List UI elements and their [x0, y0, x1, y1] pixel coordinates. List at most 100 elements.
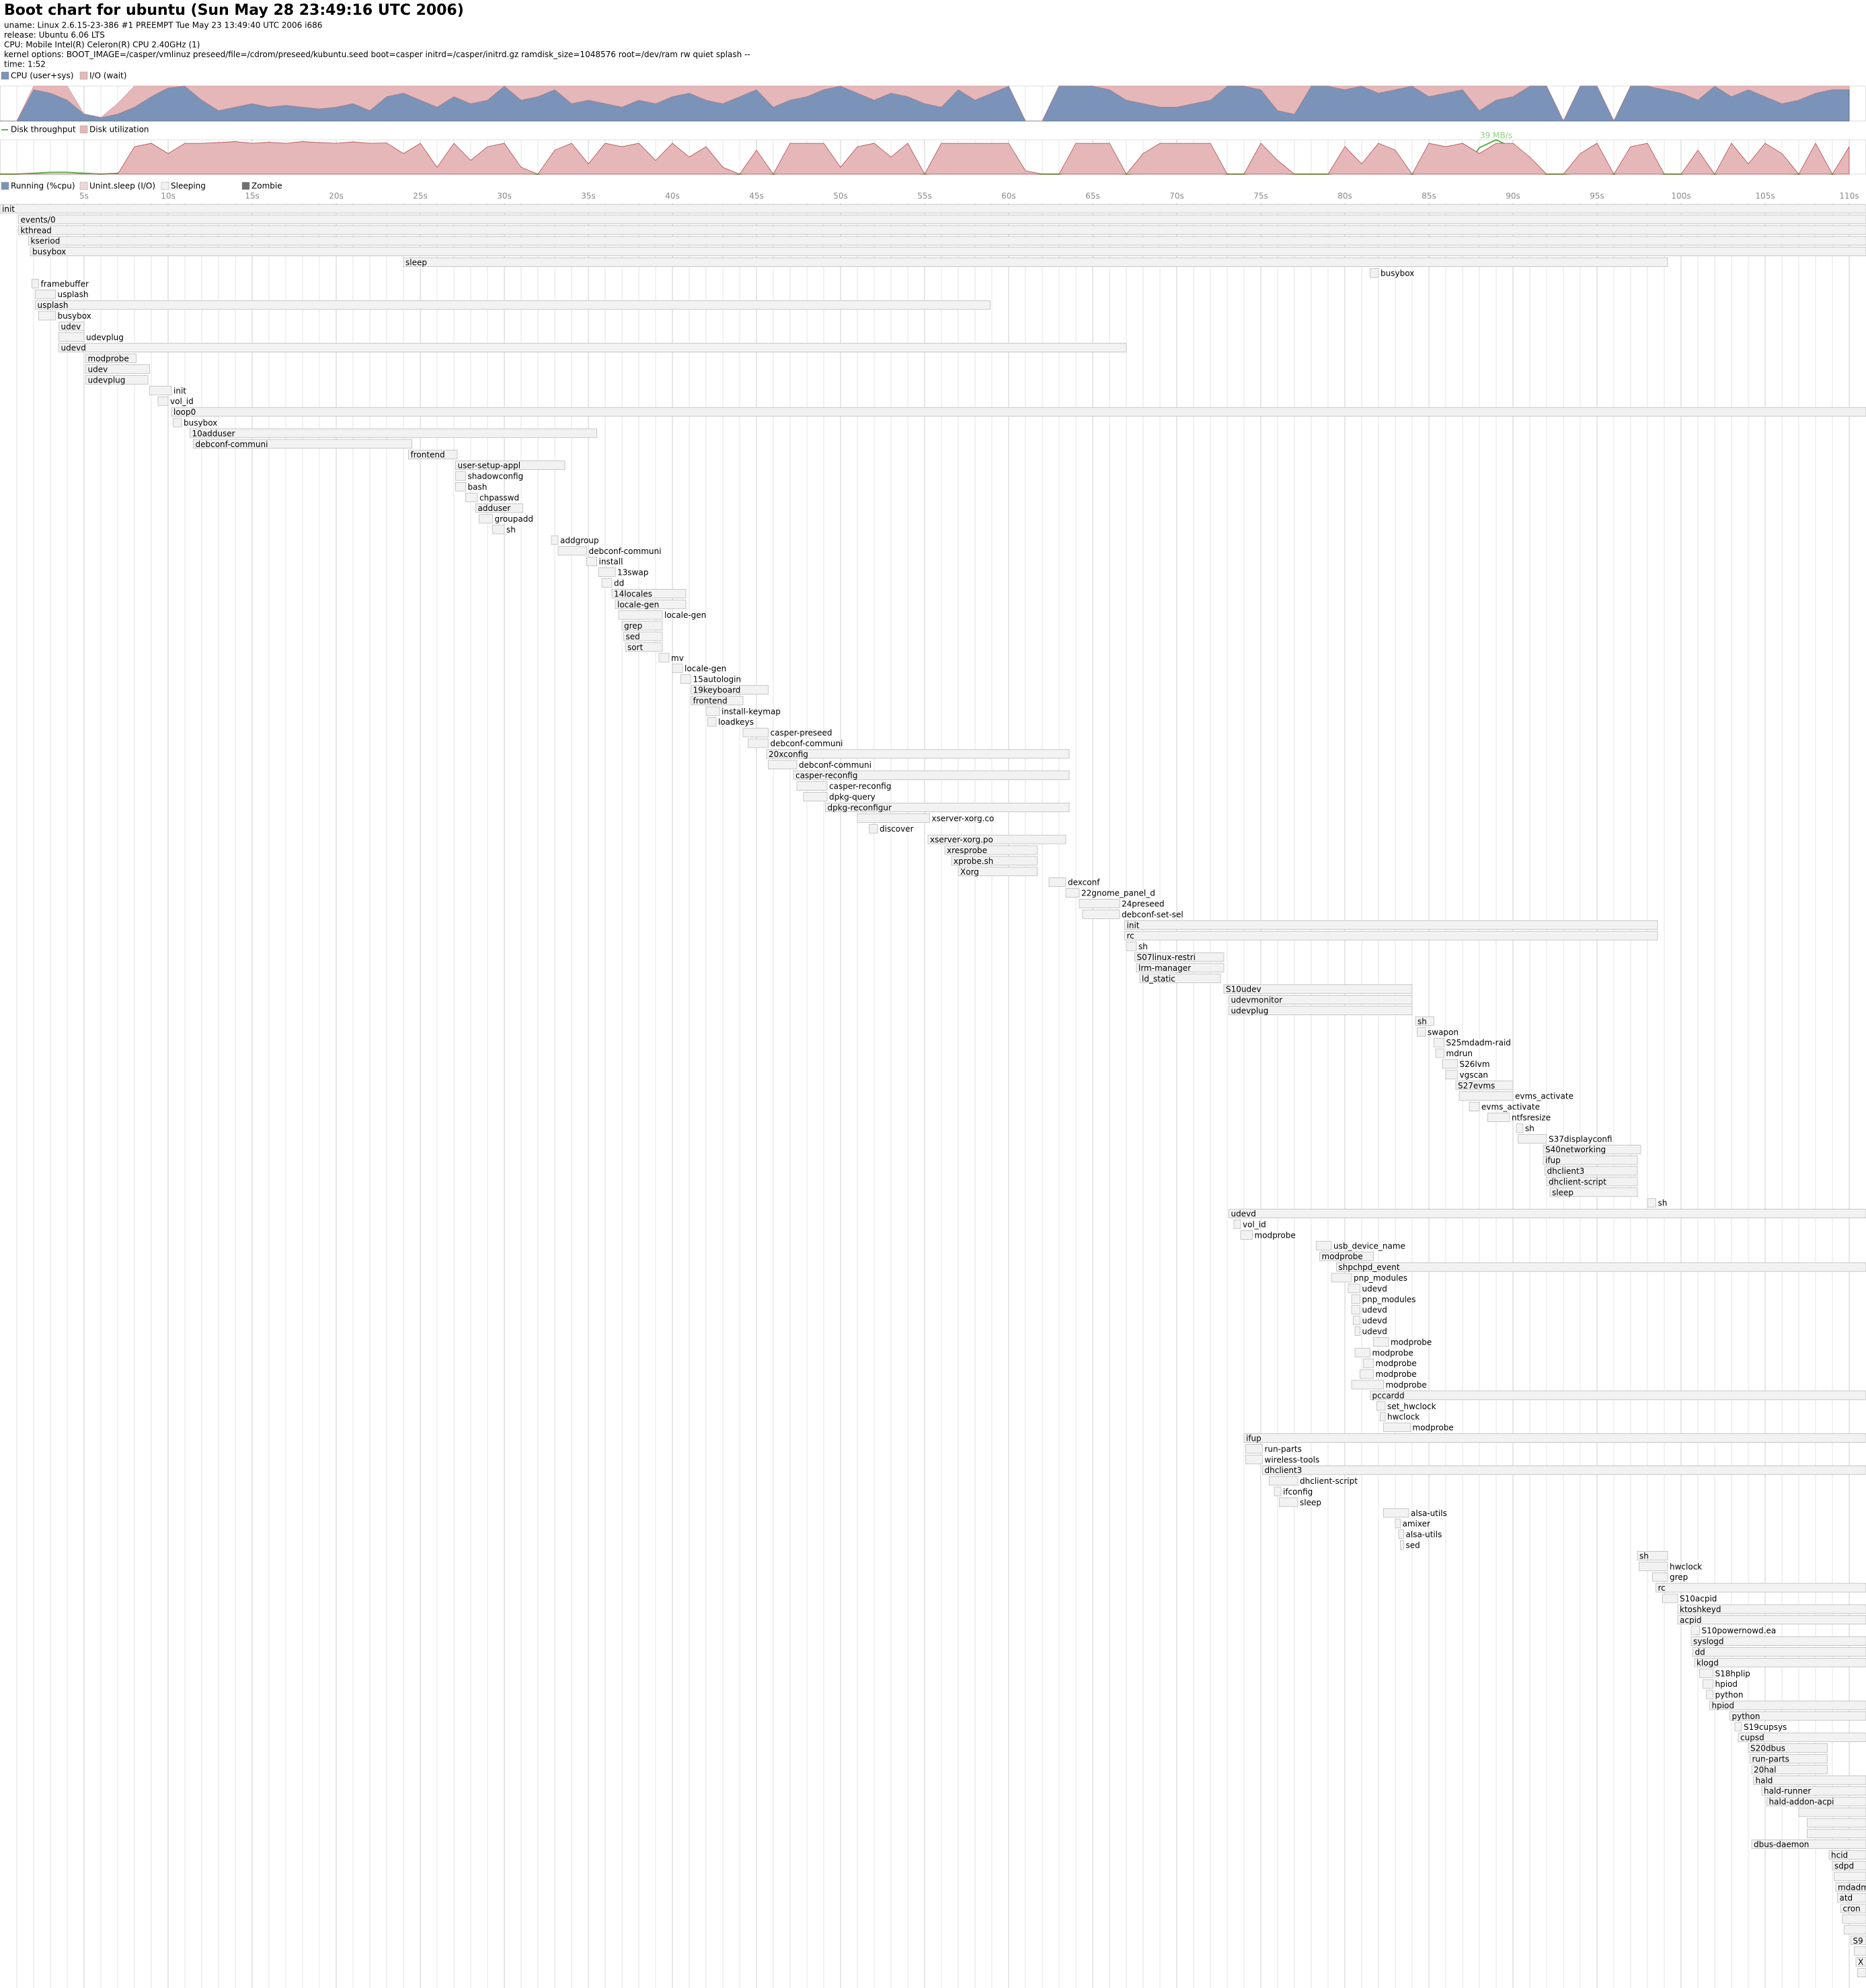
- process-bar: [1370, 268, 1379, 278]
- process-label: S25mdadm-raid: [1446, 1038, 1511, 1047]
- process-bar: [1279, 1497, 1298, 1507]
- process-bar: [1677, 1604, 1866, 1614]
- process-bar: [1545, 1166, 1638, 1176]
- process-bar: [1434, 1037, 1444, 1047]
- process-bar: [475, 503, 523, 513]
- process-bar: [1269, 1476, 1298, 1486]
- process-label: modprobe: [1376, 1359, 1417, 1368]
- process-bar: [1274, 1486, 1282, 1497]
- process-bar: [59, 343, 1127, 353]
- legend-label: Unint.sleep (I/O): [89, 182, 155, 191]
- process-bar: [803, 792, 828, 801]
- process-bar: [1751, 1764, 1828, 1774]
- process-bar: [479, 514, 493, 524]
- process-bar: [1354, 1347, 1370, 1357]
- x-tick-label: 105s: [1755, 192, 1775, 201]
- process-label: rc: [1127, 931, 1134, 941]
- process-bar: [869, 824, 878, 834]
- process-label: S10powernowd.ea: [1702, 1626, 1777, 1636]
- process-bar: [1543, 1155, 1638, 1165]
- process-label: udevd: [1362, 1316, 1387, 1326]
- process-bar: [1748, 1743, 1828, 1753]
- process-bar: [707, 717, 717, 727]
- process-label: dhclient-script: [1549, 1177, 1606, 1187]
- process-bar: [796, 781, 828, 791]
- process-label: vol_id: [1243, 1220, 1266, 1230]
- process-label: ifup: [1246, 1434, 1261, 1443]
- process-bar: [672, 664, 683, 674]
- process-bar: [1837, 1893, 1866, 1903]
- process-label: modprobe: [1386, 1380, 1427, 1390]
- process-bar: [1435, 1048, 1444, 1058]
- process-label: sh: [506, 525, 516, 534]
- process-bar: [18, 214, 1866, 225]
- process-bar: [691, 685, 769, 694]
- process-label: udevplug: [88, 375, 126, 385]
- process-label: S18hplip: [1715, 1669, 1750, 1678]
- process-label: swapon: [1428, 1027, 1459, 1037]
- process-bar: [193, 439, 412, 449]
- process-bar: [0, 204, 1866, 214]
- process-bar: [958, 867, 1038, 877]
- info-line: release: Ubuntu 6.06 LTS: [4, 30, 105, 40]
- process-bar: [1834, 1871, 1866, 1881]
- process-bar: [1694, 1657, 1866, 1667]
- process-label: 22gnome_panel_d: [1081, 889, 1155, 898]
- process-label: sh: [1525, 1123, 1534, 1133]
- process-bar: [492, 524, 505, 534]
- process-bar: [403, 257, 1668, 267]
- process-bar: [1753, 1775, 1866, 1785]
- process-bar: [551, 535, 559, 545]
- process-bar: [1855, 1957, 1866, 1967]
- process-label: loadkeys: [718, 717, 754, 727]
- process-label: hpiod: [1712, 1701, 1735, 1710]
- process-bar: [32, 278, 39, 288]
- process-bar: [1398, 1529, 1404, 1540]
- process-bar: [1734, 1722, 1742, 1732]
- process-label: shpchpd_event: [1339, 1263, 1400, 1272]
- process-label: sleep: [405, 258, 427, 268]
- process-bar: [1706, 1689, 1713, 1700]
- process-bar: [1233, 1220, 1241, 1229]
- process-bar: [1331, 1273, 1352, 1283]
- process-label: udevplug: [86, 333, 124, 342]
- process-label: lrm-manager: [1138, 963, 1191, 973]
- process-label: pnp_modules: [1362, 1295, 1416, 1304]
- process-bar: [1124, 920, 1658, 930]
- process-bar: [85, 375, 149, 385]
- process-label: dpkg-reconfigur: [828, 803, 892, 812]
- x-tick-label: 15s: [245, 192, 260, 201]
- process-label: grep: [624, 621, 642, 631]
- x-tick-label: 110s: [1839, 192, 1859, 201]
- process-bar: [455, 482, 466, 491]
- process-label: cupsd: [1740, 1733, 1764, 1743]
- process-label: debconf-communi: [799, 760, 871, 770]
- process-bar: [171, 407, 1866, 417]
- process-label: framebuffer: [41, 279, 89, 288]
- process-label: S07linux-restri: [1137, 953, 1196, 962]
- process-bar: [586, 557, 597, 567]
- legend-label: Disk utilization: [89, 125, 149, 134]
- process-bar: [1134, 952, 1224, 962]
- process-label: xserver-xorg.co: [932, 813, 995, 823]
- process-label: modprobe: [1372, 1348, 1413, 1357]
- process-bar: [1370, 1390, 1866, 1400]
- process-bar: [601, 578, 613, 588]
- process-bar: [1048, 877, 1066, 887]
- process-bar: [1351, 1294, 1360, 1304]
- legend-label: Zombie: [251, 182, 282, 191]
- process-bar: [1546, 1177, 1638, 1187]
- process-label: addgroup: [560, 536, 598, 545]
- process-bar: [951, 856, 1038, 866]
- process-bar: [173, 418, 182, 428]
- process-label: adduser: [478, 504, 511, 513]
- legend-swatch: [1, 71, 9, 80]
- info-line: CPU: Mobile Intel(R) Celeron(R) CPU 2.40…: [4, 40, 200, 50]
- process-bar: [825, 803, 1070, 812]
- process-label: frontend: [411, 450, 445, 460]
- process-label: install-keymap: [722, 707, 781, 716]
- x-tick-label: 25s: [413, 192, 428, 201]
- x-tick-label: 65s: [1085, 192, 1100, 201]
- process-bar: [1445, 1070, 1458, 1080]
- process-bar: [1766, 1796, 1866, 1806]
